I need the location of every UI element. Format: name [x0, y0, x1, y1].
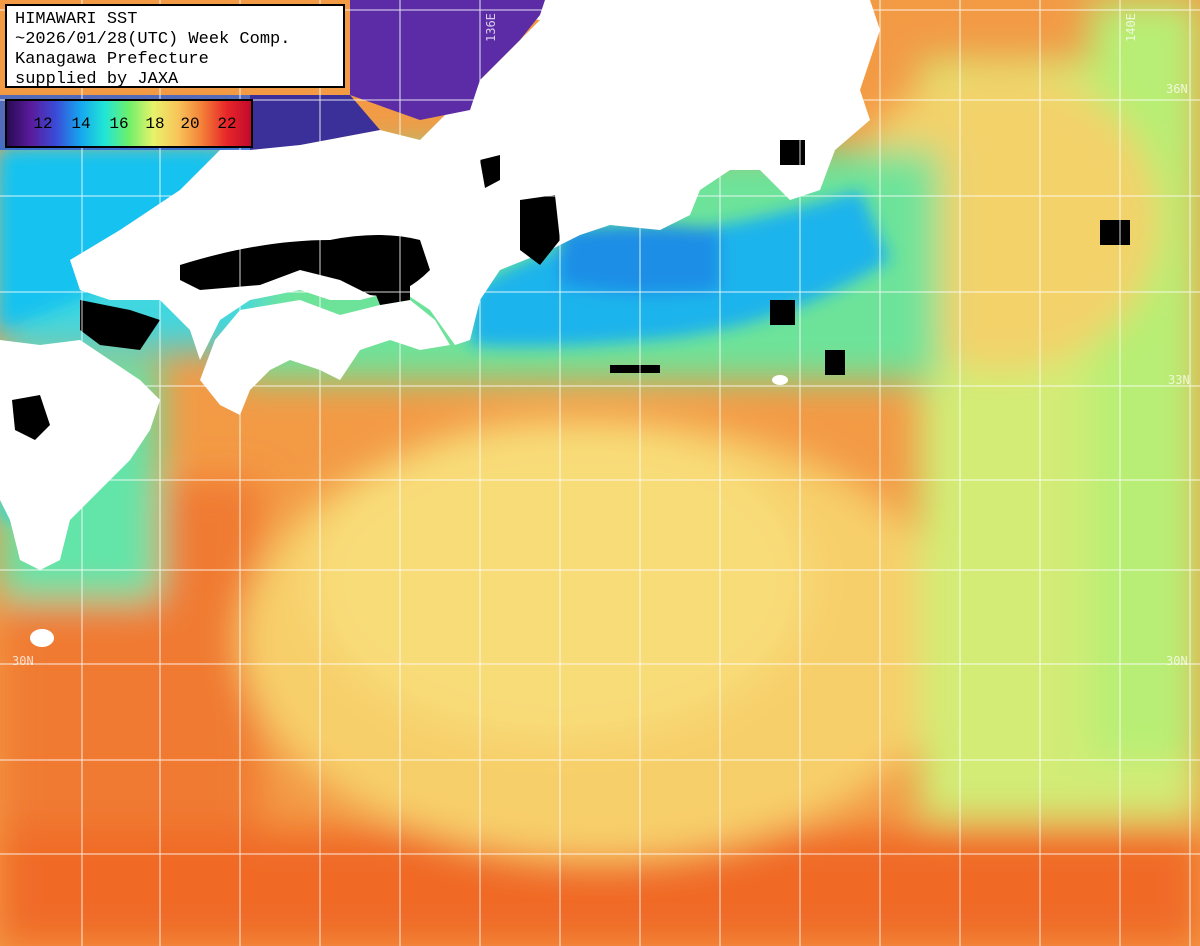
title-line-4: supplied by JAXA	[15, 70, 179, 89]
title-line-2: ~2026/01/28(UTC) Week Comp.	[15, 30, 291, 49]
lat-label-33n: 33N	[1168, 373, 1190, 387]
legend-label: 16	[109, 115, 129, 133]
title-line-1: HIMAWARI SST	[15, 10, 138, 29]
legend-label: 12	[33, 115, 53, 133]
lon-label-140e: 140E	[1124, 13, 1138, 42]
legend-label: 20	[180, 115, 200, 133]
lat-label-30n-left: 30N	[12, 654, 34, 668]
lon-label-136e: 136E	[484, 13, 498, 42]
legend-color-bar	[7, 101, 251, 146]
lat-label-30n: 30N	[1166, 654, 1188, 668]
color-legend: 12 14 16 18 20 22	[5, 99, 253, 148]
legend-label: 22	[217, 115, 237, 133]
cloud-mask	[12, 140, 1130, 440]
title-box: HIMAWARI SST ~2026/01/28(UTC) Week Comp.…	[5, 4, 345, 89]
legend-label: 14	[71, 115, 91, 133]
lat-label-33-left: 33	[12, 373, 27, 387]
lat-label-36n: 36N	[1166, 82, 1188, 96]
legend-label: 18	[145, 115, 165, 133]
title-line-3: Kanagawa Prefecture	[15, 50, 209, 69]
